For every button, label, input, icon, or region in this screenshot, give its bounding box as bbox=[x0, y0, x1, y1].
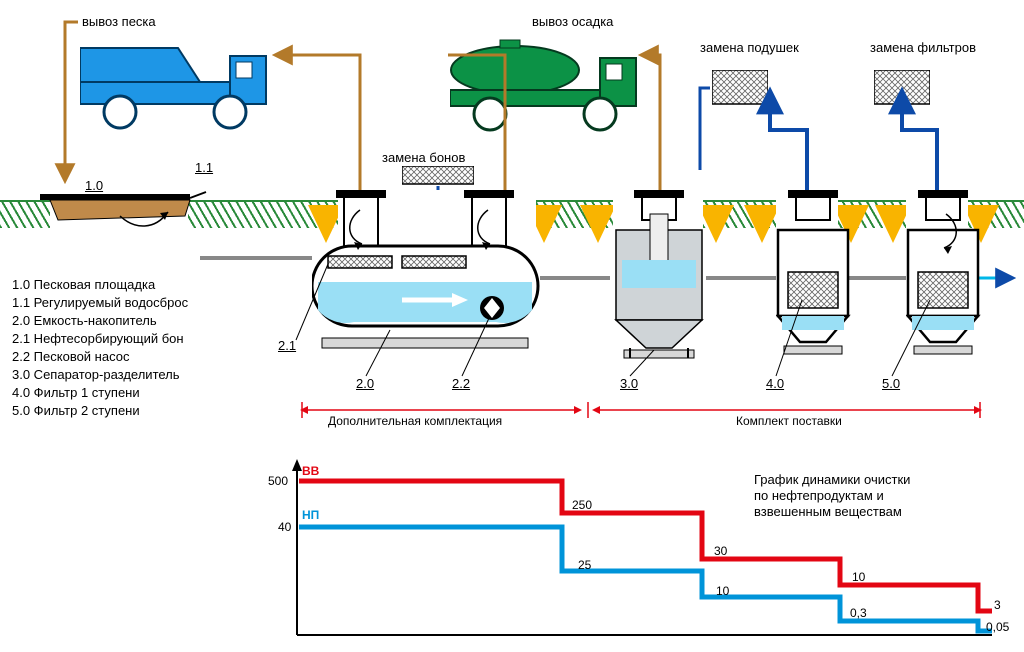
val-250: 250 bbox=[572, 498, 592, 512]
val-10: 10 bbox=[852, 570, 865, 584]
section-extra-label: Дополнительная комплектация bbox=[328, 414, 502, 428]
legend-row: 5.0 Фильтр 2 ступени bbox=[12, 402, 272, 420]
chart-title-line: по нефтепродуктам и bbox=[754, 488, 984, 504]
val-30: 30 bbox=[714, 544, 727, 558]
legend-row: 1.1 Регулируемый водосброс bbox=[12, 294, 272, 312]
val-25: 25 bbox=[578, 558, 591, 572]
legend-list: 1.0 Песковая площадка1.1 Регулируемый во… bbox=[12, 276, 272, 420]
dim-arrowhead bbox=[592, 406, 600, 414]
chart-title-line: График динамики очистки bbox=[754, 472, 984, 488]
chart-title-line: взвешенным веществам bbox=[754, 504, 984, 520]
val-005: 0,05 bbox=[986, 620, 1009, 634]
series-label-bb: ВВ bbox=[302, 464, 319, 478]
legend-row: 2.1 Нефтесорбирующий бон bbox=[12, 330, 272, 348]
dim-arrowhead bbox=[574, 406, 582, 414]
legend-row: 4.0 Фильтр 1 ступени bbox=[12, 384, 272, 402]
series-label-np: НП bbox=[302, 508, 319, 522]
y-label-40: 40 bbox=[278, 520, 291, 534]
val-03: 0,3 bbox=[850, 606, 867, 620]
val-10b: 10 bbox=[716, 584, 729, 598]
section-kit-label: Комплект поставки bbox=[736, 414, 842, 428]
dim-arrowhead bbox=[974, 406, 982, 414]
legend-row: 2.0 Емкость-накопитель bbox=[12, 312, 272, 330]
legend-row: 1.0 Песковая площадка bbox=[12, 276, 272, 294]
chart-title: График динамики очистки по нефтепродукта… bbox=[754, 472, 984, 520]
val-3: 3 bbox=[994, 598, 1001, 612]
dim-arrowhead bbox=[300, 406, 308, 414]
y-label-500: 500 bbox=[268, 474, 288, 488]
legend-row: 3.0 Сепаратор-разделитель bbox=[12, 366, 272, 384]
legend-row: 2.2 Песковой насос bbox=[12, 348, 272, 366]
